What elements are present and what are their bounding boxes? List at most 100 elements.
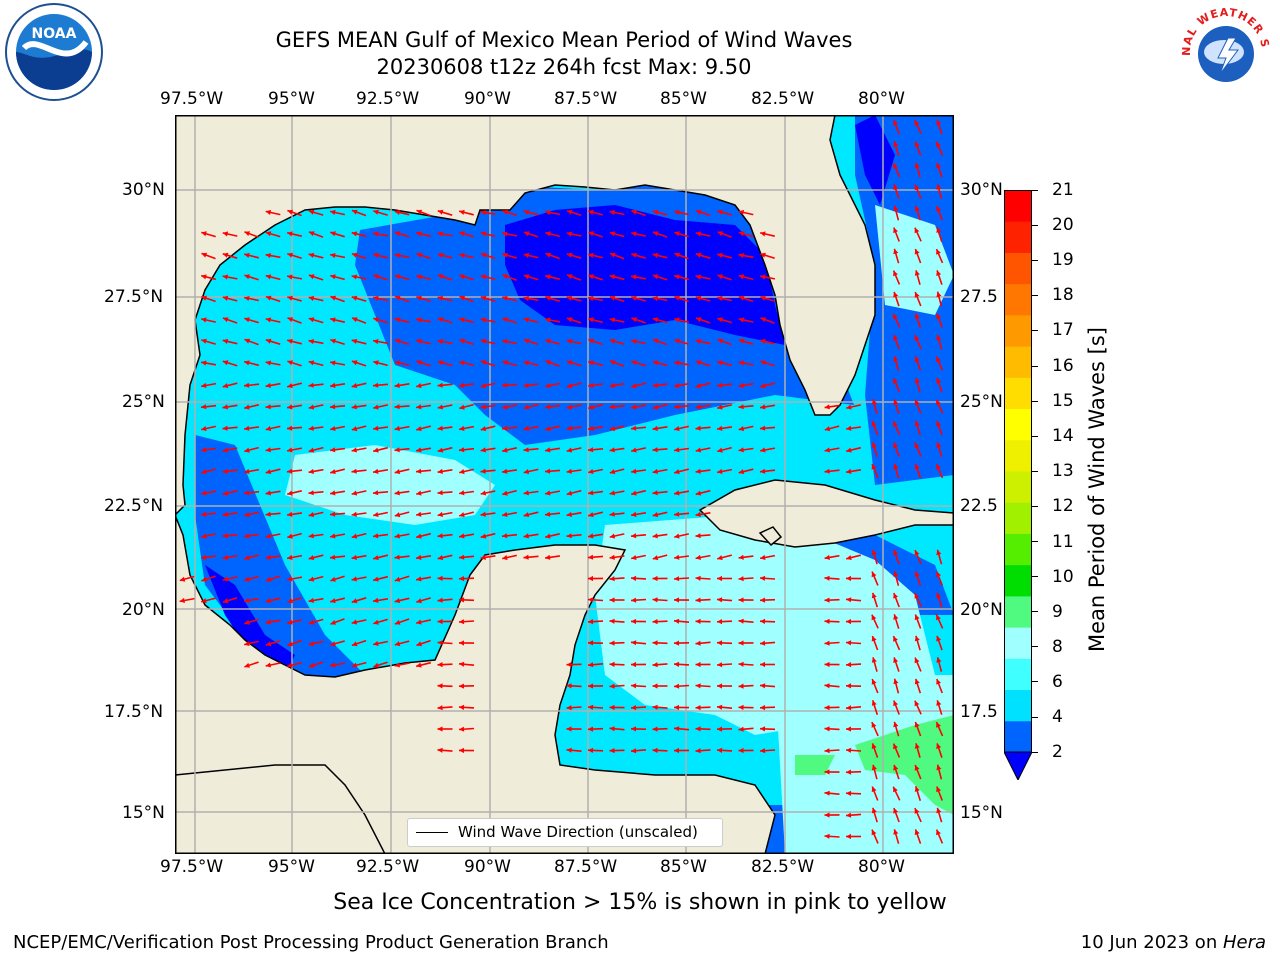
wind-vector-head	[545, 274, 551, 280]
wind-vector-head	[330, 253, 336, 259]
wind-vector-head	[609, 576, 615, 582]
wind-vector-head	[201, 490, 207, 496]
wind-vector-head	[652, 360, 659, 366]
wind-vector-head	[201, 511, 207, 517]
wind-vector-head	[351, 533, 358, 539]
wind-vector-head	[545, 317, 551, 323]
wind-vector-head	[244, 382, 250, 388]
wind-vector-head	[201, 231, 207, 237]
wind-vector-head	[914, 829, 920, 835]
wind-vector-head	[936, 464, 941, 470]
wind-vector-head	[308, 252, 315, 258]
wind-vector-head	[222, 576, 229, 582]
wind-vector-head	[738, 597, 744, 603]
wind-vector-head	[695, 317, 702, 323]
wind-vector-head	[566, 747, 572, 753]
map-frame	[175, 115, 954, 854]
wind-vector-head	[545, 404, 551, 410]
wind-vector-head	[502, 533, 508, 539]
lat-tick: 25°N	[960, 392, 1003, 412]
wind-vector-head	[373, 512, 379, 517]
lat-tick: 22.5	[960, 496, 998, 516]
wind-vector-head	[674, 360, 680, 366]
wind-vector-head	[373, 339, 379, 345]
wind-vector-head	[695, 511, 701, 517]
wind-vector-head	[871, 764, 877, 771]
colorbar-swatch	[1004, 190, 1032, 222]
colorbar-tick-mark	[1032, 190, 1038, 191]
wind-vector-head	[287, 338, 293, 344]
wind-vector-head	[545, 554, 551, 560]
wind-vector-head	[373, 555, 379, 561]
wind-vector-head	[308, 662, 315, 668]
wind-vector-head	[609, 317, 616, 323]
wind-vector-head	[674, 726, 680, 732]
wind-vector-head	[308, 641, 315, 647]
wind-vector-head	[437, 533, 443, 539]
wind-vector-head	[738, 274, 745, 280]
colorbar-tick-mark	[1032, 470, 1038, 472]
wind-vector-head	[523, 447, 529, 453]
colorbar	[1003, 190, 1033, 782]
wind-vector-head	[760, 360, 766, 366]
wind-vector-head	[760, 661, 765, 668]
wind-vector-head	[351, 295, 358, 301]
wind-vector-head	[674, 447, 680, 453]
wind-vector-head	[394, 619, 401, 625]
wind-vector-head	[502, 555, 508, 561]
wind-vector-head	[351, 252, 358, 258]
wind-vector-head	[373, 641, 379, 646]
wind-vector-head	[936, 764, 942, 771]
colorbar-tick-mark	[1032, 576, 1038, 578]
wind-vector-head	[914, 550, 920, 556]
wind-vector-head	[609, 640, 615, 646]
wind-vector-head	[652, 512, 659, 518]
wind-vector-head	[265, 253, 271, 259]
wind-vector-head	[914, 678, 920, 685]
wind-vector-head	[717, 662, 723, 668]
wind-vector-head	[222, 383, 229, 389]
wind-vector-head	[631, 317, 637, 323]
wind-vector-head	[416, 554, 422, 560]
wind-vector-head	[309, 231, 315, 237]
wind-vector-head	[437, 339, 443, 345]
wind-vector-head	[287, 598, 293, 604]
wind-vector-head	[201, 404, 207, 410]
wind-vector-head	[351, 641, 358, 647]
wind-vector-head	[936, 227, 942, 233]
lon-tick: 90°W	[464, 857, 511, 877]
wind-vector-head	[609, 726, 615, 732]
wind-vector-head	[893, 291, 899, 298]
wind-vector-head	[480, 383, 487, 389]
wind-vector-head	[330, 469, 336, 475]
wind-vector-head	[609, 618, 615, 624]
wind-vector-head	[674, 404, 680, 410]
wind-vector-head	[695, 274, 701, 280]
wind-vector-head	[480, 360, 487, 366]
wind-vector-head	[244, 425, 250, 431]
wind-vector-head	[914, 635, 920, 642]
wind-vector-head	[695, 295, 702, 301]
wind-vector-head	[308, 382, 314, 388]
wind-vector-head	[352, 209, 358, 215]
wind-vector-head	[265, 533, 272, 539]
wind-vector-head	[330, 554, 336, 560]
wind-vector-head	[244, 512, 250, 518]
wind-vector-head	[416, 360, 422, 366]
wind-vector-head	[893, 335, 899, 341]
wind-vector-head	[824, 447, 830, 453]
wind-vector-head	[738, 382, 744, 388]
wind-vector-head	[416, 209, 423, 215]
wind-vector-head	[588, 704, 594, 710]
wind-vector-head	[330, 447, 336, 453]
wind-vector-head	[738, 209, 745, 215]
wind-vector-head	[717, 704, 723, 710]
wind-vector-head	[201, 360, 207, 366]
wind-vector-head	[394, 338, 401, 344]
wind-vector-head	[652, 533, 658, 539]
lat-tick: 30°N	[960, 180, 1003, 200]
wind-vector-head	[914, 292, 920, 298]
lon-tick: 97.5°W	[160, 89, 224, 109]
colorbar-tick-mark	[1032, 541, 1038, 542]
wind-vector-head	[674, 338, 680, 344]
